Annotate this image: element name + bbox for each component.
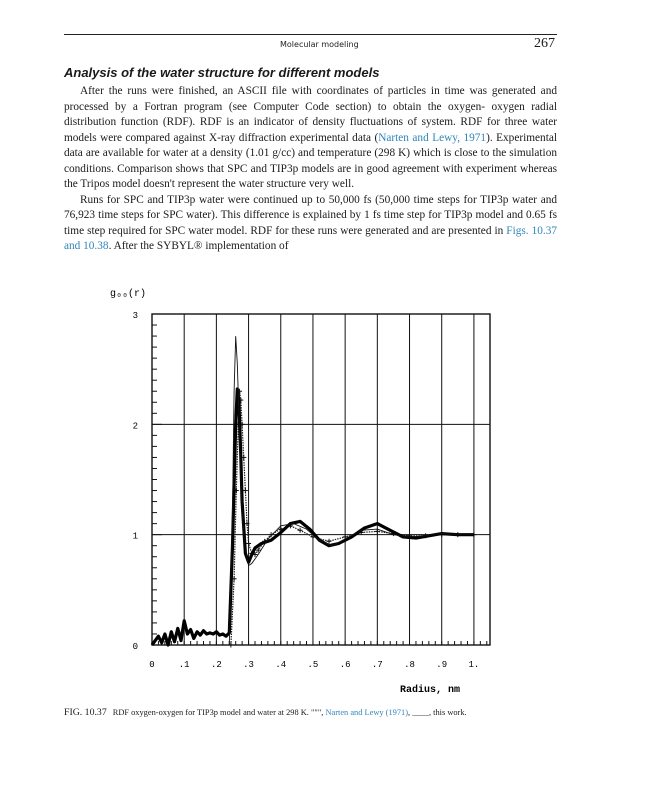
x-tick-label: .6 [340,660,351,670]
series-line-thick [150,387,474,647]
caption-citation-link[interactable]: Narten and Lewy (1971) [325,708,408,717]
figure-caption: FIG. 10.37 RDF oxygen-oxygen for TIP3p mo… [64,707,564,718]
x-tick-label: .9 [436,660,447,670]
body-text: After the runs were finished, an ASCII f… [64,84,557,255]
paragraph-1-text: After the runs were finished, an ASCII f… [64,85,557,144]
cross-marker [228,642,234,648]
paragraph-2-text: Runs for SPC and TIP3p water were contin… [64,193,557,237]
series-line-thin [228,336,474,646]
paragraph-2-text-end: . After the SYBYL® implementation of [108,240,289,252]
page-number: 267 [534,36,555,51]
section-title: Analysis of the water structure for diff… [64,65,380,80]
chart-tick-labels: 0 1 2 3 0 .1 .2 .3 .4 .5 .6 .7 .8 .9 1. [133,311,480,670]
y-tick-label: 0 [133,642,138,652]
x-tick-label: .3 [243,660,254,670]
cross-marker [246,540,252,546]
chart-ticks [151,313,488,646]
cross-marker [242,488,248,494]
caption-text-end: , ____, this work. [408,708,467,717]
x-tick-label: .1 [179,660,190,670]
rdf-chart: g₀₀(r) Radius, nm 0 1 2 3 0 .1 .2 .3 .4 .5 .6 .7 .8.… [110,288,491,696]
x-axis-label: Radius, nm [400,684,460,696]
chart-series [150,336,477,648]
chart-grid [151,313,491,646]
figure-reference-link[interactable]: Figs. 10.37 and 10.38 [64,224,557,253]
cross-marker [297,527,303,533]
paragraph-1-text-end: ). Experimental data are available for w… [64,131,557,191]
series-line-crosses [230,391,474,646]
citation-link[interactable]: Narten and Lewy, 1971 [378,131,487,144]
y-tick-label: 3 [133,311,138,321]
cross-marker [255,547,261,553]
figure-label: FIG. 10.37 [64,707,107,718]
x-tick-label: .8 [404,660,415,670]
running-title: Molecular modeling [280,40,359,49]
x-tick-label: .2 [211,660,222,670]
cross-marker [326,538,332,544]
x-tick-label: 0 [149,660,154,670]
caption-text: RDF oxygen-oxygen for TIP3p model and wa… [112,708,326,717]
header-rule [64,34,557,35]
x-tick-label: .5 [308,660,319,670]
x-tick-label: .4 [275,660,286,670]
x-tick-label: .7 [372,660,383,670]
x-tick-label: 1. [468,660,479,670]
plot-frame [151,313,491,646]
cross-marker [244,521,250,527]
paragraph-1: After the runs were finished, an ASCII f… [64,84,557,193]
y-tick-label: 1 [133,532,138,542]
paragraph-2: Runs for SPC and TIP3p water were contin… [64,193,557,255]
cross-marker [374,528,380,534]
y-tick-label: 2 [133,421,138,431]
y-axis-label: g₀₀(r) [110,288,146,300]
